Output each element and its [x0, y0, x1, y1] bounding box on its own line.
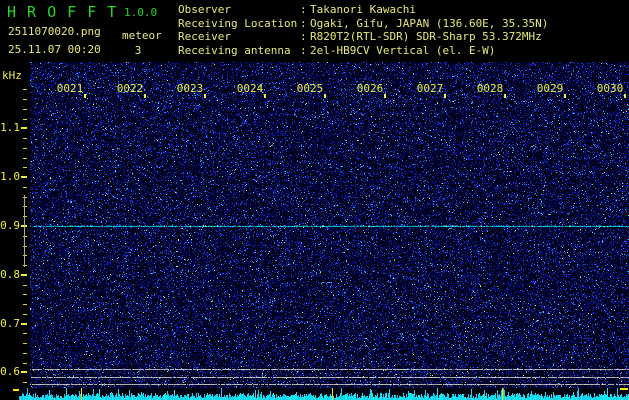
freq-tick-label: 0.9 [0, 219, 20, 232]
station-row-label: Receiver [178, 30, 231, 43]
time-tick [263, 94, 266, 98]
time-tick-label: 0024 [236, 82, 264, 95]
meteor-count: 3 [134, 44, 142, 57]
station-row-separator: : [300, 3, 307, 16]
station-row-label: Observer [178, 3, 231, 16]
freq-minor-tick [23, 382, 27, 383]
station-row-value: R820T2(RTL-SDR) SDR-Sharp 53.372MHz [310, 30, 542, 43]
station-row-value: 2el-HB9CV Vertical (el. E-W) [310, 43, 496, 57]
freq-minor-tick [23, 206, 27, 207]
freq-tick-label: 1.0 [0, 170, 20, 184]
noise-level-strip-canvas [0, 388, 629, 400]
freq-minor-tick [23, 119, 27, 120]
freq-tick-label: 0.7 [0, 316, 20, 330]
freq-minor-tick [23, 197, 27, 198]
freq-minor-tick [23, 353, 27, 354]
freq-minor-tick [23, 363, 27, 364]
freq-minor-tick [23, 333, 27, 334]
time-tick [323, 94, 326, 98]
freq-major-tick [21, 371, 27, 374]
station-row: Receiver: R820T2(RTL-SDR) SDR-Sharp 53.37… [178, 30, 628, 44]
freq-minor-tick [23, 109, 27, 110]
freq-tick-label: 0.8 [0, 267, 20, 281]
freq-minor-tick [23, 314, 27, 315]
freq-tick-label: 1.1 [0, 121, 20, 135]
time-tick [83, 94, 86, 98]
frequency-range-bar [24, 195, 25, 267]
station-row-value: Takanori Kawachi [310, 3, 416, 16]
time-tick-label: 0022 [116, 82, 144, 95]
station-row-separator: : [300, 16, 307, 30]
freq-minor-tick [23, 285, 27, 286]
time-tick-label: 0023 [176, 82, 204, 95]
station-row-value: Ogaki, Gifu, JAPAN (136.60E, 35.35N) [310, 16, 549, 30]
time-tick-label: 0030 [596, 82, 624, 95]
output-filename: 2511070020.png [8, 25, 101, 38]
time-tick [443, 94, 446, 98]
freq-minor-tick [23, 167, 27, 168]
freq-minor-tick [23, 255, 27, 256]
freq-minor-tick [23, 343, 27, 344]
freq-minor-tick [23, 138, 27, 139]
freq-minor-tick [23, 148, 27, 149]
freq-minor-tick [23, 236, 27, 237]
time-tick-label: 0025 [296, 82, 324, 95]
time-tick-label: 0026 [356, 82, 384, 95]
app-version: 1.0.0 [124, 6, 158, 19]
freq-tick-label: 0.6 [0, 365, 20, 379]
freq-minor-tick [23, 187, 27, 188]
observation-datetime: 25.11.07 00:20 [8, 43, 101, 56]
freq-major-tick [21, 127, 27, 130]
station-row: Observer: Takanori Kawachi [178, 3, 628, 17]
time-tick-label: 0028 [476, 82, 504, 95]
freq-minor-tick [23, 99, 27, 100]
station-row: Receiving Location: Ogaki, Gifu, JAPAN (1… [178, 17, 628, 31]
freq-minor-tick [23, 216, 27, 217]
station-row: Receiving antenna:2el-HB9CV Vertical (el… [178, 44, 628, 58]
freq-major-tick [21, 273, 27, 276]
time-tick [563, 94, 566, 98]
freq-minor-tick [23, 304, 27, 305]
freq-minor-tick [23, 89, 27, 90]
station-row-separator: : [300, 43, 307, 57]
freq-minor-tick [23, 294, 27, 295]
mode-label: meteor [122, 29, 162, 42]
time-tick-label: 0021 [56, 82, 84, 95]
station-row-label: Receiving Location [178, 16, 298, 30]
time-tick [143, 94, 146, 98]
station-info: Observer: Takanori Kawachi Receiving Locat… [178, 3, 628, 57]
freq-major-tick [21, 176, 27, 179]
freq-minor-tick [23, 246, 27, 247]
time-tick [203, 94, 206, 98]
time-tick [383, 94, 386, 98]
time-tick [503, 94, 506, 98]
time-tick [623, 94, 626, 98]
spectrogram-canvas [30, 62, 629, 388]
station-row-label: Receiving antenna [178, 43, 291, 57]
app-title: H R O F F T [7, 3, 118, 21]
y-axis-unit-label: kHz [2, 69, 22, 82]
time-tick-label: 0029 [536, 82, 564, 95]
freq-minor-tick [23, 158, 27, 159]
time-tick-label: 0027 [416, 82, 444, 95]
freq-minor-tick [23, 265, 27, 266]
freq-major-tick [21, 322, 27, 325]
station-row-separator: : [300, 30, 307, 43]
